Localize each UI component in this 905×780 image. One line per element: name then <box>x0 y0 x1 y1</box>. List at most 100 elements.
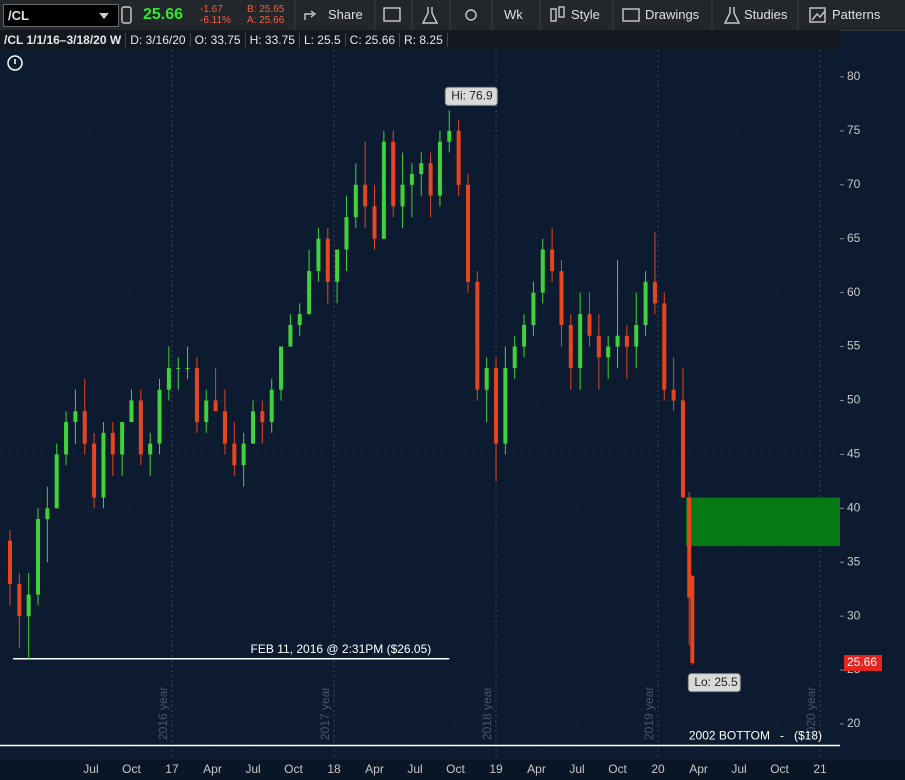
share-button[interactable]: Share <box>328 7 363 22</box>
y-tick-label: 45 <box>847 447 861 461</box>
candle-body <box>45 508 50 520</box>
extreme-label: Lo: 25.5 <box>694 675 738 689</box>
y-tick-label: 35 <box>847 554 861 568</box>
x-tick-label: Jul <box>83 762 98 776</box>
year-label: 2020 year <box>804 687 818 740</box>
candle-body <box>138 400 143 455</box>
candle-body <box>185 368 190 370</box>
candle-body <box>671 389 676 401</box>
y-tick-label: 40 <box>847 500 861 514</box>
toolbar: /CL 25.66 -1.67 -6.11% B: 25.65 A: 25.66… <box>0 0 905 31</box>
candle-body <box>157 389 162 444</box>
support-zone <box>686 497 840 547</box>
candle-body <box>503 368 508 444</box>
candle-body <box>325 238 330 282</box>
candle-body <box>606 346 611 358</box>
x-tick-label: 18 <box>327 762 341 776</box>
open: O: 33.75 <box>194 33 246 47</box>
candle-body <box>578 314 583 369</box>
y-tick-label: 60 <box>847 285 861 299</box>
y-tick-label: 55 <box>847 339 861 353</box>
candle-body <box>353 184 358 218</box>
year-label: 2018 year <box>480 687 494 740</box>
year-label: 2019 year <box>642 687 656 740</box>
extreme-label: Hi: 76.9 <box>451 89 493 103</box>
symbol-box[interactable]: /CL <box>3 4 119 27</box>
y-tick-label: 30 <box>847 608 861 622</box>
candle-body <box>36 519 41 595</box>
candle-body <box>92 443 97 498</box>
y-tick-label: 50 <box>847 393 861 407</box>
x-tick-label: Oct <box>608 762 627 776</box>
candle-body <box>662 303 667 390</box>
candle-body <box>428 163 433 196</box>
patterns-button[interactable]: Patterns <box>832 7 881 22</box>
candle-body <box>7 540 12 584</box>
x-tick-label: 20 <box>651 762 665 776</box>
y-tick-label: 65 <box>847 231 861 245</box>
x-tick-label: Apr <box>689 762 708 776</box>
x-tick-label: 17 <box>165 762 179 776</box>
studies-button[interactable]: Studies <box>744 7 788 22</box>
aggregation-button[interactable]: Wk <box>504 7 523 22</box>
candle-body <box>522 324 527 347</box>
candle-body <box>690 575 695 663</box>
x-tick-label: Oct <box>284 762 303 776</box>
candle-body <box>587 314 592 336</box>
year-label: 2016 year <box>156 687 170 740</box>
candle-body <box>335 249 340 282</box>
candle-body <box>447 130 452 142</box>
candle-body <box>279 346 284 390</box>
candle-body <box>288 324 293 347</box>
candle-body <box>148 443 153 455</box>
candle-body <box>73 411 78 423</box>
candle-body <box>475 281 480 390</box>
bid: B: 25.65 <box>247 4 285 15</box>
candle-body <box>652 281 657 304</box>
last-price-label: 25.66 <box>847 655 877 669</box>
close: C: 25.66 <box>349 33 401 47</box>
candle-body <box>624 335 629 347</box>
candle-body <box>204 400 209 423</box>
candle-body <box>419 163 424 175</box>
level-label: FEB 11, 2016 @ 2:31PM ($26.05) <box>251 642 432 656</box>
x-tick-label: Apr <box>203 762 222 776</box>
study-range: /CL 1/1/16–3/18/20 W <box>4 33 127 47</box>
candle-body <box>559 271 564 325</box>
candle-body <box>456 130 461 185</box>
candle-body <box>531 292 536 325</box>
extreme-label-bg <box>444 86 498 106</box>
alert-icon[interactable] <box>7 55 23 71</box>
candle-body <box>391 141 396 207</box>
candle-body <box>615 335 620 347</box>
y-tick-label: 75 <box>847 123 861 137</box>
x-tick-label: Jul <box>569 762 584 776</box>
y-tick-label: 70 <box>847 177 861 191</box>
change-pct: -6.11% <box>200 15 231 26</box>
candle-body <box>260 411 265 423</box>
style-button[interactable]: Style <box>571 7 600 22</box>
candle-body <box>372 206 377 239</box>
drawings-button[interactable]: Drawings <box>645 7 700 22</box>
candle-body <box>465 184 470 282</box>
year-label: 2017 year <box>318 687 332 740</box>
candle-body <box>26 594 31 617</box>
date: D: 3/16/20 <box>130 33 191 47</box>
low: L: 25.5 <box>303 33 346 47</box>
candle-body <box>241 443 246 466</box>
x-tick-label: Jul <box>731 762 746 776</box>
x-tick-label: 21 <box>813 762 827 776</box>
candle-body <box>101 432 106 498</box>
candle-body <box>222 411 227 444</box>
candle-body <box>54 454 59 509</box>
candle-body <box>250 411 255 444</box>
candle-body <box>437 141 442 196</box>
candle-body <box>634 324 639 347</box>
candle-body <box>110 432 115 455</box>
candle-body <box>512 346 517 369</box>
candle-body <box>64 422 69 455</box>
candle-body <box>297 314 302 325</box>
candle-body <box>120 422 125 455</box>
candle-body <box>232 443 237 466</box>
